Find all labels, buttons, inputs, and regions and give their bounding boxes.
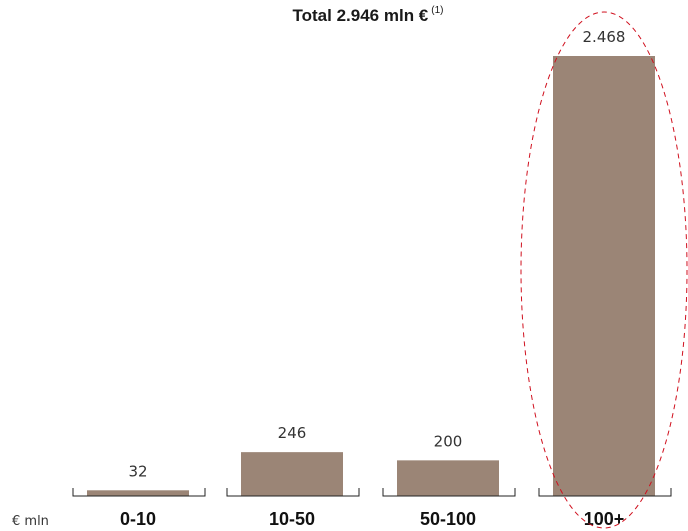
chart-title: Total 2.946 mln € (1): [0, 5, 688, 26]
unit-label: € mln: [12, 514, 49, 529]
category-label: 0-10: [120, 509, 156, 529]
category-label: 10-50: [269, 509, 315, 529]
axis-segment: [538, 488, 672, 497]
category-label: 50-100: [420, 509, 476, 529]
data-label: 32: [128, 462, 147, 480]
axis-segment: [226, 488, 360, 497]
data-label: 246: [278, 424, 307, 442]
bar-0-10: [87, 490, 189, 496]
bar-10-50: [241, 452, 343, 496]
category-label: 100+: [584, 509, 625, 529]
axis-segment: [72, 488, 206, 497]
data-label: 2.468: [583, 28, 626, 46]
bar-50-100: [397, 460, 499, 496]
chart-title-text: Total 2.946 mln €: [292, 6, 429, 25]
data-label: 200: [434, 432, 463, 450]
chart-title-footnote: (1): [431, 5, 444, 16]
highlight-ellipse: [520, 11, 688, 529]
axis-segment: [382, 488, 516, 497]
bar-100+: [553, 56, 655, 496]
